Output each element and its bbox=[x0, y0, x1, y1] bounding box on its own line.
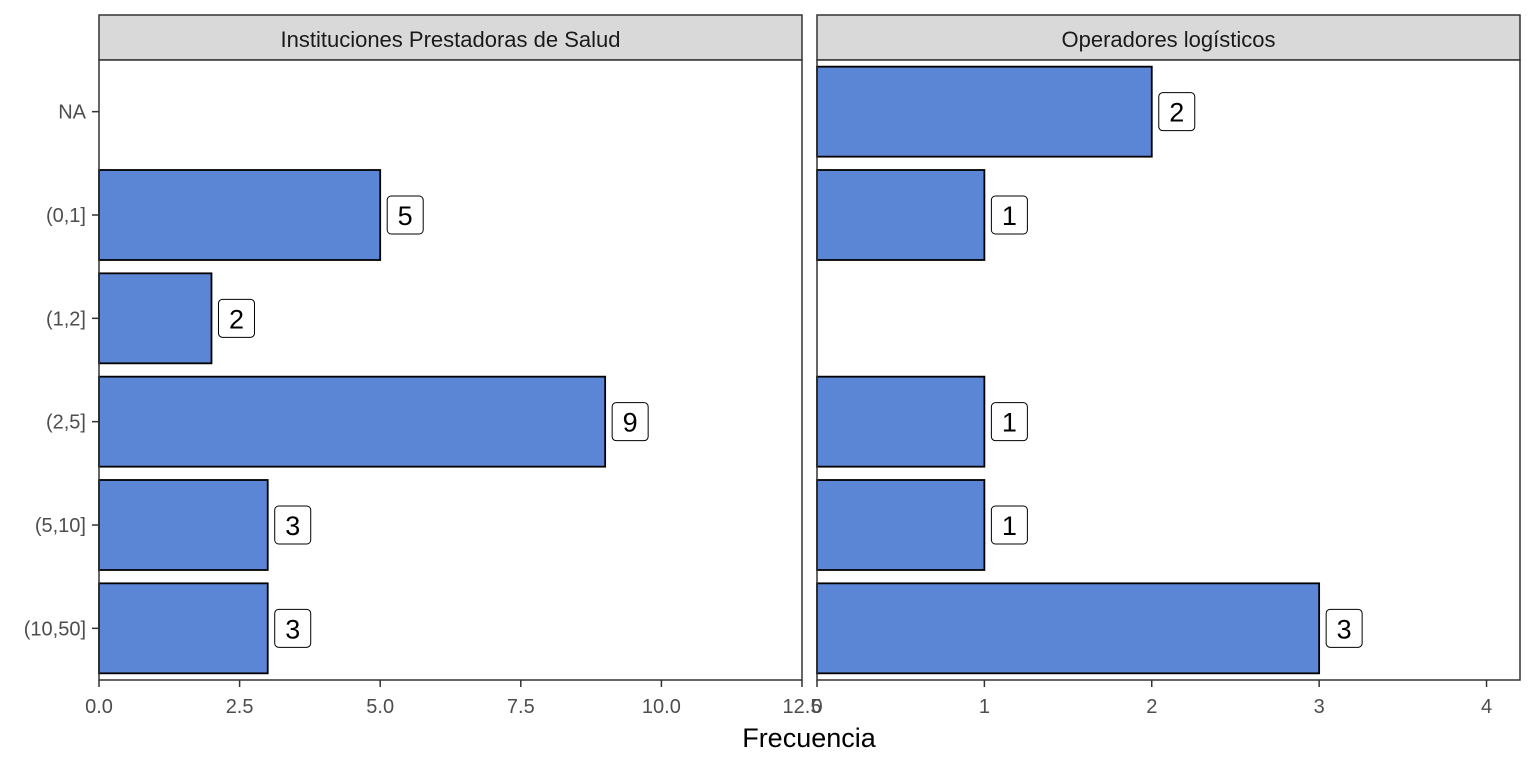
bar bbox=[816, 375, 986, 468]
facet-panel: Instituciones Prestadoras de Salud 5 2 9 3 3 0… bbox=[85, 14, 822, 718]
y-tick-label: (10,50] bbox=[24, 618, 86, 640]
data-label-box bbox=[1325, 608, 1363, 648]
bar bbox=[98, 582, 269, 675]
panel-background bbox=[817, 60, 1520, 680]
data-label: 1 bbox=[1002, 408, 1017, 438]
data-label: 3 bbox=[285, 614, 300, 644]
x-tick-label: 1 bbox=[979, 696, 990, 718]
x-tick-label: 0 bbox=[811, 696, 822, 718]
data-label: 1 bbox=[1002, 511, 1017, 541]
data-label-box bbox=[274, 608, 312, 648]
x-tick-label: 0.0 bbox=[85, 696, 113, 718]
data-label-box bbox=[990, 505, 1028, 545]
y-tick-label: (1,2] bbox=[46, 308, 86, 330]
y-tick-label: NA bbox=[58, 102, 86, 124]
data-label-box bbox=[990, 402, 1028, 442]
data-label: 5 bbox=[398, 201, 413, 231]
bar bbox=[98, 169, 382, 261]
bar bbox=[816, 169, 986, 261]
y-tick-label: (0,1] bbox=[46, 205, 86, 227]
bar bbox=[98, 272, 213, 365]
x-tick-label: 10.0 bbox=[642, 696, 681, 718]
data-label-box bbox=[217, 298, 255, 338]
data-label: 1 bbox=[1002, 201, 1017, 231]
x-tick-label: 5.0 bbox=[366, 696, 394, 718]
x-tick-label: 3 bbox=[1314, 696, 1325, 718]
facet-strip bbox=[98, 14, 803, 61]
x-tick-label: 7.5 bbox=[507, 696, 535, 718]
y-tick-label: (5,10] bbox=[35, 515, 86, 537]
data-label: 2 bbox=[229, 304, 244, 334]
x-tick-label: 4 bbox=[1481, 696, 1492, 718]
bar bbox=[816, 582, 1321, 675]
data-label-box bbox=[990, 195, 1028, 235]
data-label-box bbox=[274, 505, 312, 545]
panel-border bbox=[816, 59, 1521, 681]
x-tick-label: 2.5 bbox=[226, 696, 254, 718]
facet-strip bbox=[816, 14, 1521, 61]
facet-title: Operadores logísticos bbox=[1062, 27, 1276, 52]
data-label: 3 bbox=[285, 511, 300, 541]
x-tick-label: 2 bbox=[1146, 696, 1157, 718]
facet-panel: Operadores logísticos 2 1 1 1 3 0 1 2 3 4 bbox=[811, 14, 1521, 718]
data-label-box bbox=[611, 402, 649, 442]
y-axis: NA (0,1] (1,2] (2,5] (5,10] (10,50] bbox=[24, 102, 99, 640]
bar bbox=[98, 375, 607, 468]
y-tick-label: (2,5] bbox=[46, 412, 86, 434]
facet-title: Instituciones Prestadoras de Salud bbox=[281, 27, 621, 52]
bar bbox=[98, 479, 269, 571]
bar bbox=[816, 65, 1153, 158]
x-axis-title: Frecuencia bbox=[742, 723, 877, 753]
panel-background bbox=[99, 60, 802, 680]
data-label: 3 bbox=[1337, 614, 1352, 644]
panel-border bbox=[98, 59, 803, 681]
x-tick-label: 12.5 bbox=[783, 696, 822, 718]
panels-layer: Instituciones Prestadoras de Salud 5 2 9 3 3 0… bbox=[85, 14, 1521, 718]
bar bbox=[816, 479, 986, 571]
data-label-box bbox=[386, 195, 424, 235]
data-label-box bbox=[1158, 92, 1196, 132]
data-label: 9 bbox=[623, 408, 638, 438]
data-label: 2 bbox=[1169, 98, 1184, 128]
